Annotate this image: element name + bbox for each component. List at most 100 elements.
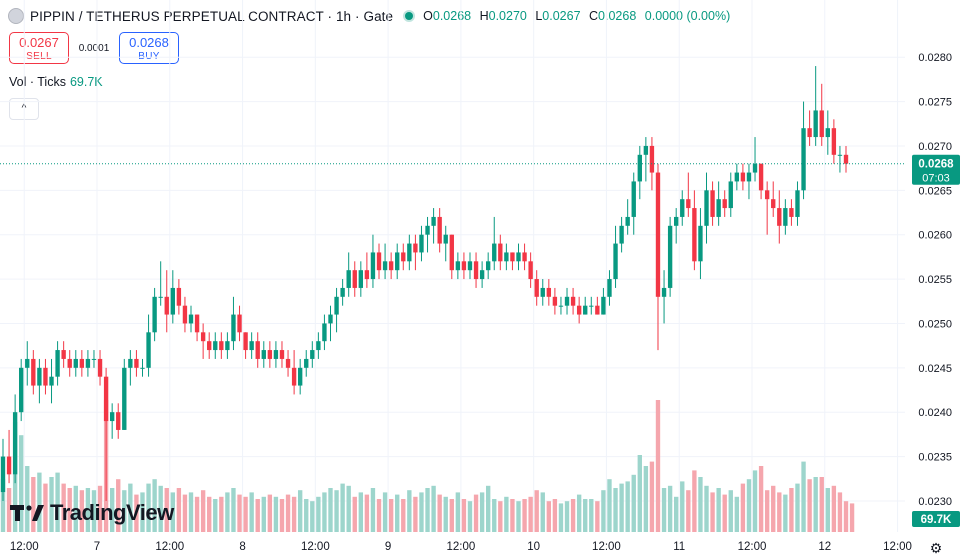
candle-body xyxy=(109,412,115,422)
candle xyxy=(522,243,527,271)
volume-bar xyxy=(407,490,412,532)
buy-button[interactable]: 0.0268 BUY xyxy=(119,32,179,64)
candle xyxy=(831,119,837,164)
candle xyxy=(631,172,636,235)
candle xyxy=(67,350,72,377)
volume-bar xyxy=(419,492,424,532)
volume-bar xyxy=(479,492,485,532)
candle-body xyxy=(758,163,764,191)
candle xyxy=(479,261,485,288)
volume-bar xyxy=(49,477,54,532)
volume-bar xyxy=(425,488,430,532)
candle-body xyxy=(485,261,491,271)
sell-button[interactable]: 0.0267 SELL xyxy=(9,32,69,64)
candle xyxy=(619,216,624,253)
candle-body xyxy=(479,270,485,280)
volume-legend[interactable]: Vol · Ticks 69.7K xyxy=(9,75,103,89)
candle xyxy=(382,243,388,280)
tradingview-logo-icon xyxy=(10,505,44,521)
candle xyxy=(316,332,321,359)
y-tick-label: 0.0230 xyxy=(918,496,952,508)
candle xyxy=(704,172,709,244)
candle xyxy=(164,270,169,333)
candle-body xyxy=(558,305,564,307)
volume-bar xyxy=(716,488,721,532)
volume-bar xyxy=(73,485,78,532)
candle xyxy=(449,234,454,280)
candle-body xyxy=(213,341,218,351)
candle xyxy=(777,190,782,244)
volume-bar xyxy=(376,499,382,532)
volume-bar xyxy=(613,488,618,532)
candle-body xyxy=(504,252,509,262)
volume-bar xyxy=(637,455,642,532)
volume-bar xyxy=(249,492,254,532)
volume-bar xyxy=(225,492,230,532)
candle-body xyxy=(164,296,169,315)
candle xyxy=(680,190,685,226)
candle-body xyxy=(607,279,612,297)
volume-bar xyxy=(589,499,594,532)
volume-bar xyxy=(413,496,418,532)
volume-bar xyxy=(122,490,127,532)
candle-body xyxy=(698,225,703,262)
x-tick-label: 11 xyxy=(673,541,685,553)
candle-body xyxy=(692,208,697,262)
volume-bar xyxy=(322,492,327,532)
candle-body xyxy=(273,350,279,359)
candle-body xyxy=(370,252,376,280)
volume-bar xyxy=(437,494,442,532)
volume-bar xyxy=(261,496,266,532)
volume-bar xyxy=(358,492,364,532)
candle-body xyxy=(134,358,139,368)
volume-bar xyxy=(667,485,673,532)
candle-body xyxy=(455,261,461,271)
volume-bar xyxy=(297,490,303,532)
candle xyxy=(116,403,121,439)
candle-body xyxy=(249,341,254,351)
candle-body xyxy=(43,367,48,386)
volume-bar xyxy=(328,488,333,532)
candle-body xyxy=(722,199,727,209)
candle xyxy=(134,350,139,377)
volume-bar xyxy=(704,485,709,532)
candle xyxy=(188,305,194,333)
symbol-title[interactable]: PIPPIN / TETHERUS PERPETUAL CONTRACT · 1… xyxy=(30,8,394,24)
candle-body xyxy=(534,279,539,297)
candle xyxy=(49,358,54,404)
candle-body xyxy=(79,358,85,368)
candle xyxy=(194,314,200,342)
candle xyxy=(613,225,618,288)
candle-body xyxy=(279,350,285,359)
candle xyxy=(122,358,127,430)
volume-bar xyxy=(492,499,497,532)
y-tick-label: 0.0280 xyxy=(918,52,952,64)
volume-bar xyxy=(552,499,558,532)
candle xyxy=(710,181,715,226)
candle-body xyxy=(158,296,163,298)
volume-bar xyxy=(801,461,806,532)
candle xyxy=(485,252,491,280)
volume-bar xyxy=(710,492,715,532)
candle-body xyxy=(522,252,527,262)
candle-body xyxy=(431,216,436,226)
volume-bar xyxy=(510,499,515,532)
volume-bar xyxy=(546,501,552,532)
last-price-badge xyxy=(912,154,960,185)
candle xyxy=(170,270,175,324)
volume-bar xyxy=(516,501,521,532)
candle-body xyxy=(643,145,649,155)
candle xyxy=(595,296,600,315)
volume-bar xyxy=(213,499,218,532)
candle xyxy=(692,190,697,271)
tradingview-logo[interactable]: TradingView xyxy=(10,500,174,526)
settings-gear-icon[interactable]: ⚙ xyxy=(929,540,943,556)
candle xyxy=(310,341,315,368)
volume-bar xyxy=(43,483,48,532)
volume-bar xyxy=(352,496,357,532)
candle-body xyxy=(704,190,709,226)
volume-bar xyxy=(237,494,242,532)
candle-body xyxy=(746,172,752,182)
candle-body xyxy=(795,190,800,217)
